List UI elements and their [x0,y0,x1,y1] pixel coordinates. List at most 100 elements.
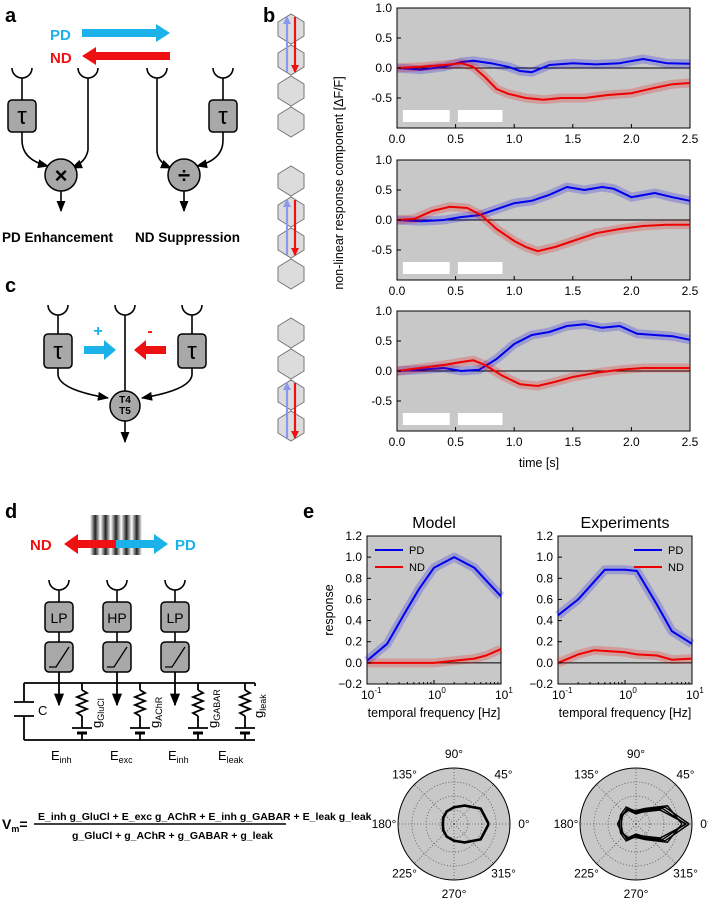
x-tick-label: 2.0 [623,132,640,146]
y-tick-label: 1.0 [375,1,392,15]
panel-b-ylabel: non-linear response component [ΔF/F] [332,76,346,289]
y-tick-label: −0.2 [529,677,553,691]
hexagon-cell [277,227,305,259]
y-tick-label: -0.5 [371,394,392,408]
pd-enhancement-caption: PD Enhancement [2,230,114,245]
x-tick-label: 2.5 [682,132,699,146]
polar-grid-spoke [453,823,494,864]
t4t5-node [109,390,141,422]
hexagon-cell [277,348,305,380]
plus-arrow [84,340,116,360]
filter-label-2: HP [107,610,126,626]
series-line-pd [396,186,691,223]
hexagon-cell [277,13,305,45]
x-tick-label: 1.0 [506,132,523,146]
filter-box-1 [44,601,74,633]
polar-series [616,805,683,843]
stimulus-bar [457,110,503,122]
y-tick-label: -0.5 [371,243,392,257]
polar-grid-spoke [414,784,455,825]
polar-series [618,806,690,842]
polar-angle-label: 135° [574,768,599,782]
y-tick-label: 1.0 [536,550,553,564]
hexagon-cell [277,44,305,76]
chart-b-top: 1.0 0.5 0.0 -0.5 0.0 0.5 1.0 1.5 2.0 2.5 [371,1,698,146]
panel-b: b 1.0 0.5 0.0 -0.5 0.0 0.5 1.0 1.5 2.0 2.5 1.0 0.5 0… [263,1,699,470]
g-achr-label: gAChR [147,696,164,728]
rectifier-curve-2 [107,646,128,668]
x-tick-label: 0.0 [389,132,406,146]
polar-grid-spoke [453,784,494,825]
chart-e-polar-model: 0° 45° 90° 135° 180° 225° 270° 315° [372,747,530,901]
filter-label-1: LP [50,610,67,626]
x-tick-label: 1.0 [506,435,523,449]
polar-grid-spoke [596,784,637,825]
series-line-nd [396,205,690,253]
series-line-nd [396,359,690,387]
pd-arrowhead [283,382,291,390]
legend-label: PD [668,545,683,557]
e-leak-label: Eleak [218,748,244,765]
stimulus-bar [402,262,450,274]
divide-node [167,158,201,192]
g-gabar-label: gGABAR [205,689,222,728]
pd-label-a: PD [50,27,71,44]
chart-b-bot: 1.0 0.5 0.0 -0.5 0.0 0.5 1.0 1.5 2.0 2.5 [371,304,698,449]
polar-angle-label: 90° [445,747,463,761]
chart-e-exp: 1.2 1.0 0.8 0.6 0.4 0.2 0.0 −0.210-1 100 101 Exper… [529,515,704,720]
x-tick-label: 101 [686,686,704,702]
panel-d: d ND PD LP HP LP [2,501,372,842]
polar-angle-label: 90° [627,747,645,761]
x-tick-label: 0.0 [389,284,406,298]
x-tick-label: 0.5 [447,284,464,298]
series-line-nd [367,648,502,664]
polar-angle-label: 45° [676,768,694,782]
x-tick-label: 10-1 [361,686,382,702]
y-tick-label: 1.0 [375,304,392,318]
polar-angle-label: 0° [518,817,530,831]
series-line-pd [366,556,502,662]
plus-sign: + [93,323,102,340]
legend-label: ND [409,562,425,574]
chart-e-model: 1.2 1.0 0.8 0.6 0.4 0.2 0.0 −0.210-1 100 101 Model… [322,515,513,720]
y-tick-label: 1.0 [375,153,392,167]
y-tick-label: 1.0 [345,550,362,564]
legend-label: ND [668,562,684,574]
stimulus-bar [402,110,450,122]
nd-arrowhead [291,65,299,73]
panel-c-letter: c [5,275,16,297]
hexagon-cell [277,317,305,349]
g-leak-label: gleak [251,694,268,718]
y-tick-label: 0.6 [345,592,362,606]
t4-label: T4 [119,395,131,406]
e-inh-label-2: Einh [168,748,189,765]
panel-a-letter: a [5,5,17,27]
x-tick-label: 0.5 [447,132,464,146]
x-tick-label: 10-1 [552,686,573,702]
polar-grid-spoke [414,823,455,864]
pd-arrow-d [116,534,168,554]
tau-box-c-left [43,333,73,369]
legend-label: PD [409,545,424,557]
multiply-node [44,158,78,192]
nd-label-d: ND [30,537,52,554]
hexagon-cell [277,410,305,442]
series-line-pd [396,323,691,372]
capacitor-label: C [38,703,47,718]
chart-xlabel: temporal frequency [Hz] [559,706,692,720]
x-tick-label: 2.5 [682,435,699,449]
polar-angle-label: 315° [491,866,516,880]
x-tick-label: 0.5 [447,435,464,449]
y-tick-label: 0.0 [375,364,392,378]
chart-e-polar-exp: 0° 45° 90° 135° 180° 225° 270° 315° [554,747,708,901]
conductance-labels: gGluCl gAChR gGABAR gleak [89,689,268,728]
y-tick-label: 0.4 [536,614,553,628]
stimulus-bar [457,413,503,425]
x-tick-label: 2.0 [623,435,640,449]
y-tick-label: 0.0 [375,61,392,75]
panel-e-letter: e [303,501,314,523]
panel-e: e 1.21.00.80.60.40.20.0−0.210-1 100 101Mod… [303,501,708,901]
pd-arrowhead [283,199,291,207]
y-tick-label: 0.2 [536,635,553,649]
x-tick-label: 0.0 [389,435,406,449]
